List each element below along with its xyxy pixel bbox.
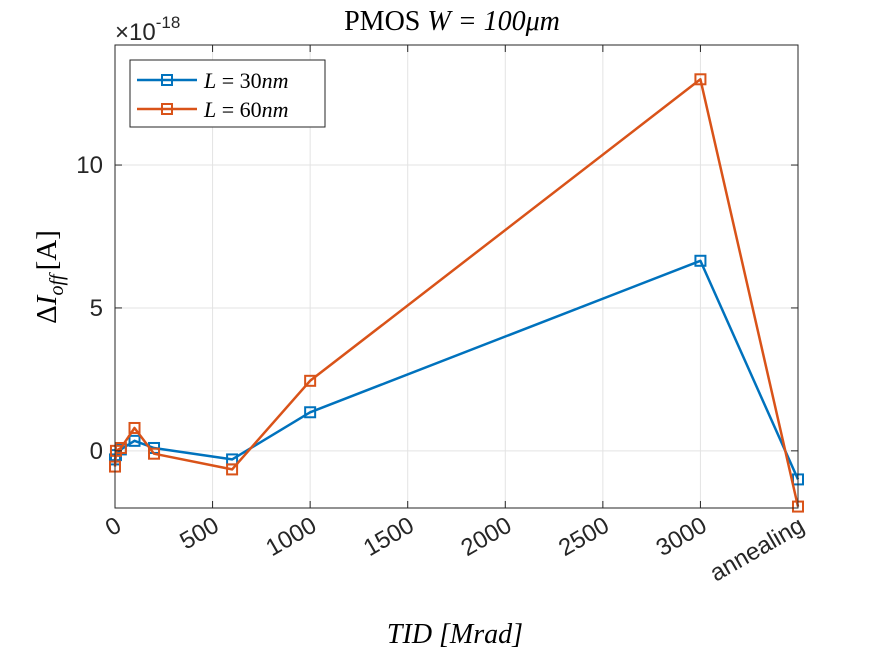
legend-marker: [161, 74, 173, 86]
data-point-marker: [128, 434, 141, 447]
y-axis-label: ΔIoff[A]: [31, 230, 68, 324]
y-label-sub: off: [46, 272, 68, 296]
exponent-prefix: ×10: [115, 19, 156, 46]
legend-entry: L = 60nm: [137, 97, 289, 122]
ticks: [114, 45, 799, 508]
exponent-power: -18: [156, 13, 181, 32]
legend-entry: L = 30nm: [137, 68, 289, 93]
legend: L = 30nm L = 60nm: [129, 59, 326, 128]
y-label-unit: [A]: [31, 230, 63, 270]
chart-title: PMOS W = 100μm: [344, 6, 560, 37]
legend-marker: [161, 103, 173, 115]
data-point-marker: [128, 421, 141, 434]
series-layer: [109, 73, 804, 513]
y-tick-label: 5: [90, 295, 103, 322]
data-point-marker: [304, 374, 317, 387]
x-axis-label: TID [Mrad]: [387, 619, 523, 650]
series-line: [113, 78, 800, 507]
legend-box: [129, 59, 326, 128]
y-tick-labels: 0 5 10: [76, 152, 103, 465]
y-label-i: I: [31, 294, 63, 306]
data-point-marker: [114, 441, 127, 454]
series-2: [109, 73, 804, 513]
y-tick-label: 10: [76, 152, 103, 179]
data-point-marker: [694, 73, 707, 86]
data-point-marker: [304, 406, 317, 419]
legend-label: L = 60nm: [203, 97, 289, 122]
data-point-marker: [694, 254, 707, 267]
title-math: W = 100μm: [427, 6, 560, 37]
data-point-marker: [226, 463, 239, 476]
title-plain: PMOS: [344, 6, 427, 37]
legend-label: L = 30nm: [203, 68, 289, 93]
y-label-delta: Δ: [31, 305, 63, 324]
data-point-marker: [148, 447, 161, 460]
y-tick-label: 0: [90, 438, 103, 465]
y-exponent-label: ×10-18: [115, 13, 180, 46]
plot-frame: [114, 44, 799, 509]
